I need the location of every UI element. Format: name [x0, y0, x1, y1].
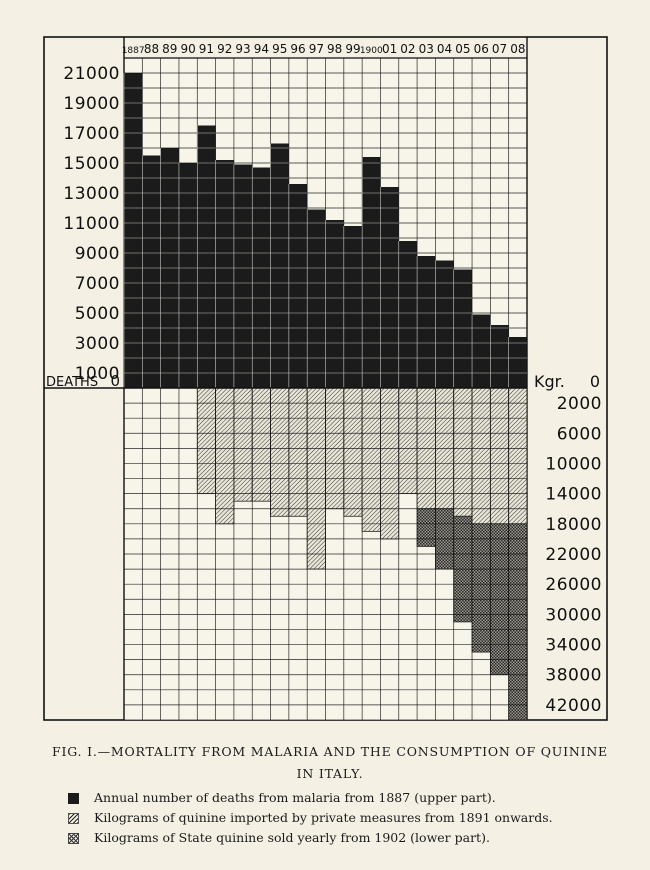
year-label: 95	[272, 42, 287, 56]
year-label: 99	[345, 42, 360, 56]
deaths-bar-99	[343, 226, 363, 388]
year-label: 94	[254, 42, 269, 56]
upper-tick-label: 1000	[75, 364, 120, 384]
private-quinine-bar-1900	[361, 387, 381, 532]
lower-tick-label: 6000	[557, 424, 602, 444]
year-label: 04	[437, 42, 452, 56]
private-quinine-swatch-icon	[68, 813, 79, 824]
state-quinine-swatch-icon	[68, 833, 79, 844]
deaths-bar-88	[142, 155, 161, 388]
caption-line-1: Fig. I.—Mortality from malaria and the c…	[52, 744, 608, 759]
upper-tick-label: 7000	[75, 274, 120, 294]
upper-tick-label: 3000	[75, 334, 120, 354]
deaths-bar-97	[307, 209, 326, 388]
year-label: 88	[144, 42, 159, 56]
lower-tick-label: 26000	[545, 575, 602, 595]
state-quinine-bar-03	[416, 508, 436, 547]
upper-tick-label: 15000	[63, 154, 120, 174]
legend-label-deaths: Annual number of deaths from malaria fro…	[94, 790, 496, 805]
deaths-bar-94	[252, 167, 271, 388]
deaths-bar-95	[270, 143, 289, 388]
lower-tick-label: 42000	[545, 696, 602, 716]
year-label: 07	[492, 42, 507, 56]
private-quinine-bar-08	[508, 387, 528, 525]
private-quinine-bar-91	[196, 387, 216, 495]
deaths-bar-06	[472, 314, 491, 388]
deaths-bar-93	[233, 164, 253, 388]
year-label: 03	[419, 42, 434, 56]
state-quinine-bar-06	[471, 523, 491, 653]
private-quinine-bar-96	[288, 387, 308, 517]
malaria-quinine-chart: 1887 88 89 90 91 92 93 94 95 96 97 98 99 1900 01 02 03 04…	[43, 36, 608, 721]
deaths-bar-90	[178, 163, 198, 388]
year-label: 06	[474, 42, 489, 56]
lower-tick-label: 22000	[545, 545, 602, 565]
deaths-bar-92	[215, 160, 234, 388]
lower-tick-label: 10000	[545, 454, 602, 474]
private-quinine-bar-92	[215, 387, 235, 525]
year-label: 96	[290, 42, 305, 56]
year-label: 01	[382, 42, 397, 56]
deaths-axis-label: DEATHS	[46, 375, 98, 390]
legend-label-state-quinine: Kilograms of State quinine sold yearly f…	[94, 830, 490, 845]
deaths-bar-1887	[124, 73, 143, 388]
private-quinine-bar-95	[270, 387, 290, 517]
year-label: 91	[199, 42, 214, 56]
private-quinine-bar-05	[453, 387, 473, 517]
year-label: 02	[400, 42, 415, 56]
private-quinine-bar-06	[471, 387, 491, 525]
deaths-bar-08	[508, 337, 527, 388]
figure-caption: Fig. I.—Mortality from malaria and the c…	[30, 741, 630, 785]
upper-tick-label: 11000	[63, 214, 120, 234]
caption-line-2: in Italy.	[296, 766, 364, 781]
deaths-bar-98	[325, 220, 344, 388]
year-label: 89	[162, 42, 177, 56]
year-label: 05	[455, 42, 470, 56]
lower-tick-label: 18000	[545, 515, 602, 535]
lower-tick-label: 30000	[545, 605, 602, 625]
upper-tick-label: 5000	[75, 304, 120, 324]
legend-item-state-quinine: Kilograms of State quinine sold yearly f…	[68, 828, 628, 848]
deaths-bar-03	[417, 256, 436, 388]
legend-item-deaths: Annual number of deaths from malaria fro…	[68, 788, 628, 808]
upper-zero-label: 0	[110, 372, 120, 390]
year-label: 90	[180, 42, 195, 56]
lower-tick-label: 34000	[545, 636, 602, 656]
deaths-bar-05	[453, 269, 473, 388]
lower-tick-label: 38000	[545, 666, 602, 686]
year-label: 1900	[360, 46, 383, 56]
upper-tick-label: 19000	[63, 94, 120, 114]
lower-tick-label: 2000	[557, 394, 602, 414]
year-label: 08	[510, 42, 525, 56]
private-quinine-bar-07	[489, 387, 510, 525]
upper-tick-label: 9000	[75, 244, 120, 264]
lower-tick-label: 14000	[545, 485, 602, 505]
deaths-bar-1900	[362, 157, 381, 388]
upper-tick-label: 21000	[63, 64, 120, 84]
deaths-bar-96	[288, 184, 308, 388]
state-quinine-bar-08	[508, 523, 528, 721]
private-quinine-bar-99	[343, 387, 363, 517]
legend-label-private-quinine: Kilograms of quinine imported by private…	[94, 810, 553, 825]
year-label: 97	[309, 42, 324, 56]
lower-zero-label: 0	[590, 372, 600, 391]
deaths-bar-91	[197, 125, 216, 388]
upper-tick-label: 13000	[63, 184, 120, 204]
private-quinine-bar-94	[251, 387, 271, 502]
deaths-bar-07	[490, 325, 509, 388]
year-label: 1887	[122, 46, 145, 56]
deaths-bar-01	[380, 187, 399, 388]
kgr-axis-label: Kgr.	[534, 372, 565, 391]
year-label: 93	[235, 42, 250, 56]
deaths-swatch-icon	[68, 793, 79, 804]
year-label: 92	[217, 42, 232, 56]
upper-tick-label: 17000	[63, 124, 120, 144]
legend-item-private-quinine: Kilograms of quinine imported by private…	[68, 808, 628, 828]
private-quinine-bar-93	[233, 387, 253, 502]
deaths-bar-04	[435, 260, 454, 388]
private-quinine-bar-02	[398, 387, 418, 495]
legend: Annual number of deaths from malaria fro…	[68, 788, 628, 848]
deaths-bar-02	[398, 241, 418, 388]
year-label: 98	[327, 42, 342, 56]
